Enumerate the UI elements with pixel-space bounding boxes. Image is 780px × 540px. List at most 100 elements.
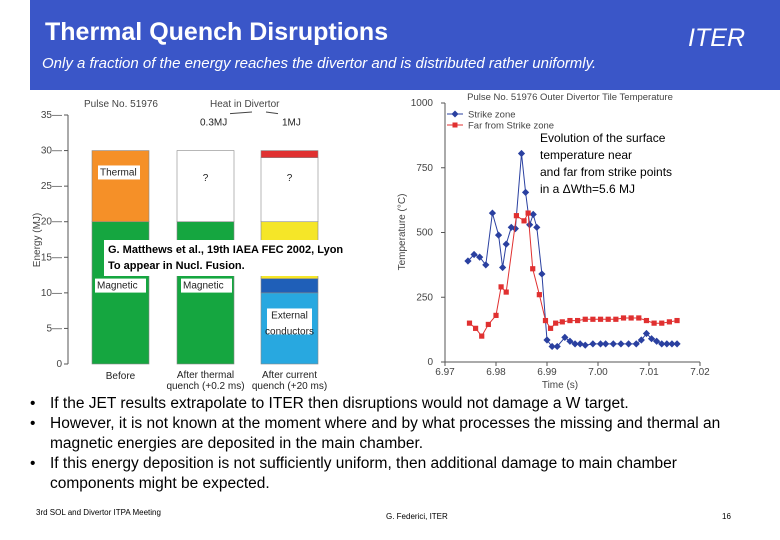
y-tick-label: 35— — [41, 110, 62, 121]
footer-meeting: 3rd SOL and Divertor ITPA Meeting — [36, 508, 161, 517]
title-banner — [30, 0, 780, 90]
category-label: quench (+20 ms) — [252, 381, 327, 392]
segment-label-thermal: Thermal — [100, 167, 137, 178]
y-tick-label: 750 — [416, 163, 433, 174]
data-point — [513, 213, 519, 219]
data-point — [589, 340, 597, 348]
data-point — [530, 266, 536, 272]
data-point — [597, 316, 604, 322]
data-point — [605, 316, 611, 322]
data-point — [479, 333, 485, 339]
category-label: After current — [262, 370, 317, 381]
bullet-item: If this energy deposition is not suffici… — [28, 454, 758, 494]
data-point — [559, 319, 565, 325]
y-tick-label: 25— — [41, 181, 62, 192]
y-tick-label: 0 — [427, 357, 433, 368]
category-label: quench (+0.2 ms) — [166, 381, 244, 392]
data-point — [666, 319, 672, 325]
data-point — [663, 340, 671, 348]
page-number: 16 — [722, 512, 731, 521]
segment-label-unknown: ? — [203, 173, 209, 184]
data-point — [517, 149, 526, 158]
bullet-item: If the JET results extrapolate to ITER t… — [28, 394, 758, 414]
data-point — [668, 340, 676, 348]
data-point — [538, 270, 546, 278]
data-point — [674, 317, 680, 324]
data-point — [628, 315, 634, 321]
data-point — [575, 317, 581, 324]
bullet-item: However, it is not known at the moment w… — [28, 414, 758, 454]
data-point — [613, 316, 619, 322]
y-tick-label: 1000 — [411, 98, 434, 109]
data-point — [609, 340, 617, 348]
data-point — [620, 315, 627, 321]
annotation-line: and far from strike points — [540, 165, 673, 179]
data-point — [632, 340, 640, 348]
data-point — [617, 340, 625, 348]
chart-annotation: Evolution of the surface temperature nea… — [540, 130, 710, 198]
x-tick-label: 7.00 — [588, 367, 608, 378]
bar-segment — [176, 150, 235, 223]
annotation-line: temperature near — [540, 148, 633, 162]
top-label: 1MJ — [282, 118, 301, 129]
data-point — [525, 210, 531, 216]
data-point — [658, 340, 666, 348]
bar-chart-title: Heat in Divertor — [210, 99, 280, 110]
data-point — [494, 231, 503, 239]
y-tick-label: 500 — [416, 228, 433, 239]
bar-segment — [91, 150, 150, 223]
data-point — [466, 320, 473, 326]
reference-box: G. Matthews et al., 19th IAEA FEC 2002, … — [104, 240, 374, 276]
data-point — [507, 223, 515, 231]
label-background — [181, 278, 232, 293]
data-point — [548, 342, 556, 351]
data-point — [567, 317, 573, 324]
category-label: Before — [106, 371, 136, 382]
y-tick-label: 0 — [56, 359, 62, 370]
legend-label: Strike zone — [468, 110, 516, 121]
data-point — [533, 223, 541, 231]
y-tick-label: 10— — [41, 288, 62, 299]
data-point — [553, 320, 559, 326]
data-point — [643, 317, 650, 324]
data-point — [521, 218, 527, 224]
y-tick-label: 5— — [46, 323, 62, 334]
x-tick-label: 6.97 — [435, 367, 455, 378]
line-chart-title: Pulse No. 51976 Outer Divertor Tile Temp… — [467, 92, 673, 103]
data-point — [536, 292, 542, 298]
data-point — [653, 337, 661, 345]
bar-segment — [260, 150, 319, 158]
data-point — [625, 340, 633, 348]
data-point — [582, 316, 588, 322]
label-background — [95, 278, 146, 293]
reference-line: G. Matthews et al., 19th IAEA FEC 2002, … — [108, 244, 344, 256]
data-point — [590, 316, 596, 322]
data-point — [576, 340, 584, 348]
x-tick-label: 6.98 — [486, 367, 506, 378]
bullet-list: If the JET results extrapolate to ITER t… — [28, 394, 758, 494]
x-tick-label: 7.02 — [690, 367, 710, 378]
data-point — [485, 321, 491, 328]
label-background — [267, 308, 312, 335]
y-tick-label: 20— — [41, 217, 62, 228]
data-point — [473, 325, 479, 331]
series-line — [469, 211, 678, 337]
y-tick-label: 15— — [41, 252, 62, 263]
footer-author: G. Federici, ITER — [386, 512, 448, 521]
data-point — [482, 261, 490, 269]
data-point — [673, 340, 681, 348]
y-axis-label: Temperature (°C) — [397, 194, 408, 271]
reference-line: To appear in Nucl. Fusion. — [108, 260, 245, 272]
x-tick-label: 7.01 — [639, 367, 659, 378]
bar-segment — [260, 157, 319, 223]
y-tick-label: 250 — [416, 292, 433, 303]
segment-label-unknown: ? — [287, 173, 293, 184]
pulse-label: Pulse No. 51976 — [84, 99, 158, 110]
segment-label-external: conductors — [265, 326, 314, 337]
data-point — [581, 341, 589, 349]
iter-brand: ITER — [688, 24, 745, 52]
segment-label-magnetic: Magnetic — [183, 281, 224, 292]
slide-title: Thermal Quench Disruptions — [45, 18, 389, 46]
x-axis-label: Time (s) — [542, 380, 578, 391]
segment-label-magnetic: Magnetic — [97, 281, 138, 292]
